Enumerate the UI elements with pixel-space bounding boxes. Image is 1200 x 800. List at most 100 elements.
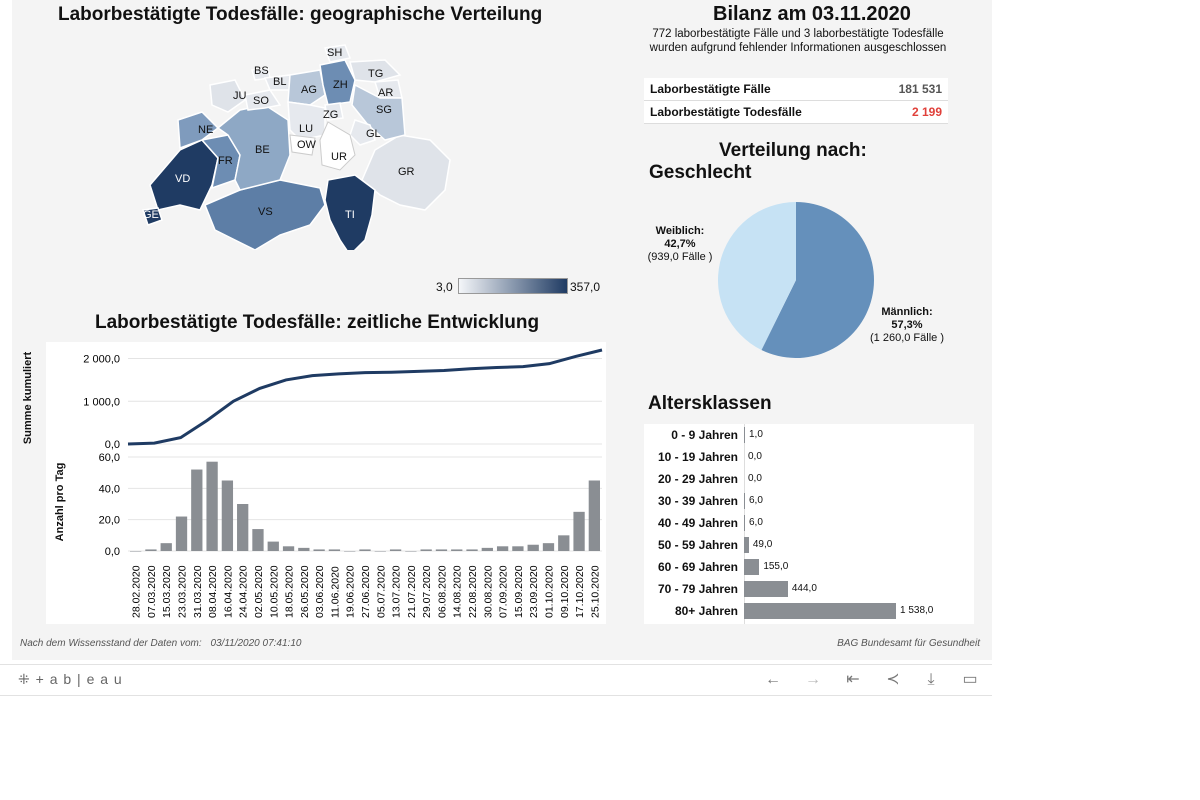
canton-zg[interactable] bbox=[324, 102, 344, 121]
daily-bar[interactable] bbox=[252, 529, 264, 551]
female-annotation: Weiblich: 42,7% (939,0 Fälle ) bbox=[640, 225, 720, 264]
switzerland-map[interactable]: SH BS BL TG JU AG ZH AR SO SG ZG NE LU G… bbox=[140, 40, 470, 250]
age-label: 60 - 69 Jahren bbox=[657, 560, 738, 574]
map-label-ti: TI bbox=[345, 209, 355, 221]
map-title: Laborbestätigte Todesfälle: geographisch… bbox=[58, 4, 543, 25]
age-bar[interactable] bbox=[744, 537, 749, 553]
age-value: 1 538,0 bbox=[900, 605, 934, 616]
age-row[interactable]: 20 - 29 Jahren 0,0 bbox=[644, 468, 974, 490]
canton-ag[interactable] bbox=[287, 69, 326, 106]
age-row[interactable]: 80+ Jahren 1 538,0 bbox=[644, 600, 974, 622]
age-bar[interactable] bbox=[744, 427, 745, 443]
canton-sh[interactable] bbox=[323, 44, 352, 63]
date-label: 17.10.2020 bbox=[574, 565, 586, 618]
daily-bar[interactable] bbox=[206, 461, 218, 551]
pie-slice-weiblich[interactable] bbox=[718, 202, 796, 350]
age-row[interactable]: 60 - 69 Jahren 155,0 bbox=[644, 556, 974, 578]
daily-bar[interactable] bbox=[221, 480, 234, 552]
tick-label-bottom: 40,0 bbox=[99, 483, 120, 495]
tableau-logo[interactable]: ⁜ + a b | e a u bbox=[18, 671, 123, 688]
date-label: 23.03.2020 bbox=[177, 565, 189, 618]
age-bar[interactable] bbox=[744, 559, 760, 575]
female-pct: 42,7% bbox=[664, 238, 696, 250]
daily-bar[interactable] bbox=[512, 546, 524, 551]
age-row[interactable]: 10 - 19 Jahren 0,0 bbox=[644, 446, 974, 468]
sex-pie-chart[interactable] bbox=[712, 200, 882, 362]
map-label-bl: BL bbox=[273, 76, 286, 88]
daily-bar[interactable] bbox=[542, 543, 555, 551]
canton-ne[interactable] bbox=[177, 111, 220, 150]
daily-bar[interactable] bbox=[267, 541, 279, 551]
daily-bar[interactable] bbox=[130, 551, 142, 552]
age-row[interactable]: 40 - 49 Jahren 6,0 bbox=[644, 512, 974, 534]
daily-bar[interactable] bbox=[282, 546, 295, 551]
summary-title: Bilanz am 03.11.2020 bbox=[713, 3, 911, 25]
daily-bar[interactable] bbox=[588, 480, 600, 552]
daily-bar[interactable] bbox=[298, 547, 310, 551]
map-label-bs: BS bbox=[254, 65, 269, 77]
daily-bar[interactable] bbox=[313, 549, 325, 551]
canton-ju[interactable] bbox=[209, 79, 246, 113]
canton-gl[interactable] bbox=[349, 119, 376, 146]
pie-slice-männlich[interactable] bbox=[761, 202, 874, 358]
cumulative-line[interactable] bbox=[127, 348, 603, 446]
daily-bar[interactable] bbox=[237, 504, 249, 551]
map-label-sh: SH bbox=[327, 47, 342, 59]
daily-bar[interactable] bbox=[558, 535, 570, 551]
daily-bar[interactable] bbox=[466, 549, 478, 551]
canton-ur[interactable] bbox=[319, 121, 356, 171]
daily-bar[interactable] bbox=[359, 549, 371, 551]
age-bar[interactable] bbox=[744, 493, 745, 509]
date-label: 01.10.2020 bbox=[543, 565, 555, 618]
age-chart[interactable]: 0 - 9 Jahren 1,0 10 - 19 Jahren 0,0 20 - 29 … bbox=[644, 424, 974, 624]
undo-icon[interactable]: ← bbox=[765, 671, 781, 688]
daily-bar[interactable] bbox=[573, 511, 585, 551]
download-icon[interactable]: ⤓ bbox=[927, 671, 935, 688]
age-bar[interactable] bbox=[744, 603, 896, 619]
fullscreen-icon[interactable]: ▭ bbox=[962, 671, 978, 688]
canton-ti[interactable] bbox=[324, 174, 376, 250]
daily-bar[interactable] bbox=[191, 469, 203, 551]
date-label: 22.08.2020 bbox=[467, 565, 479, 618]
map-label-ow: OW bbox=[297, 139, 317, 151]
canton-zh[interactable] bbox=[319, 59, 356, 106]
tick-label-bottom: 60,0 bbox=[99, 452, 120, 464]
stat-value-cases: 181 531 bbox=[898, 82, 942, 96]
age-value: 155,0 bbox=[763, 561, 789, 572]
daily-bar[interactable] bbox=[405, 551, 417, 552]
age-bar[interactable] bbox=[744, 515, 745, 531]
canton-sg[interactable] bbox=[351, 83, 406, 141]
daily-bar[interactable] bbox=[435, 549, 448, 551]
age-bar[interactable] bbox=[744, 581, 788, 597]
daily-bar[interactable] bbox=[451, 549, 463, 551]
daily-bar[interactable] bbox=[344, 551, 356, 552]
daily-bar[interactable] bbox=[145, 549, 157, 551]
date-label: 21.07.2020 bbox=[406, 565, 418, 618]
age-row[interactable]: 50 - 59 Jahren 49,0 bbox=[644, 534, 974, 556]
canton-ge[interactable] bbox=[142, 207, 163, 226]
map-label-zg: ZG bbox=[323, 109, 338, 121]
age-row[interactable]: 0 - 9 Jahren 1,0 bbox=[644, 424, 974, 446]
daily-bar[interactable] bbox=[420, 549, 432, 551]
canton-tg[interactable] bbox=[349, 59, 402, 83]
timeline-chart[interactable]: 2 000,01 000,00,060,040,020,00,028.02.20… bbox=[46, 342, 606, 624]
canton-so[interactable] bbox=[244, 89, 282, 111]
redo-icon[interactable]: → bbox=[805, 671, 821, 688]
map-label-gl: GL bbox=[366, 128, 381, 140]
daily-bar[interactable] bbox=[328, 549, 341, 551]
map-label-vs: VS bbox=[258, 206, 273, 218]
revert-icon[interactable]: ⇤ bbox=[846, 671, 860, 688]
daily-bar[interactable] bbox=[160, 543, 172, 551]
share-icon[interactable]: ≺ bbox=[886, 671, 900, 688]
daily-bar[interactable] bbox=[527, 544, 539, 551]
daily-bar[interactable] bbox=[175, 516, 188, 551]
age-row[interactable]: 30 - 39 Jahren 6,0 bbox=[644, 490, 974, 512]
daily-bar[interactable] bbox=[374, 551, 386, 552]
canton-ow[interactable] bbox=[289, 134, 316, 156]
daily-bar[interactable] bbox=[389, 549, 402, 551]
daily-bar[interactable] bbox=[481, 547, 493, 551]
age-row[interactable]: 70 - 79 Jahren 444,0 bbox=[644, 578, 974, 600]
age-value: 49,0 bbox=[752, 539, 773, 550]
daily-bar[interactable] bbox=[496, 546, 509, 551]
legend-max: 357,0 bbox=[570, 280, 601, 294]
